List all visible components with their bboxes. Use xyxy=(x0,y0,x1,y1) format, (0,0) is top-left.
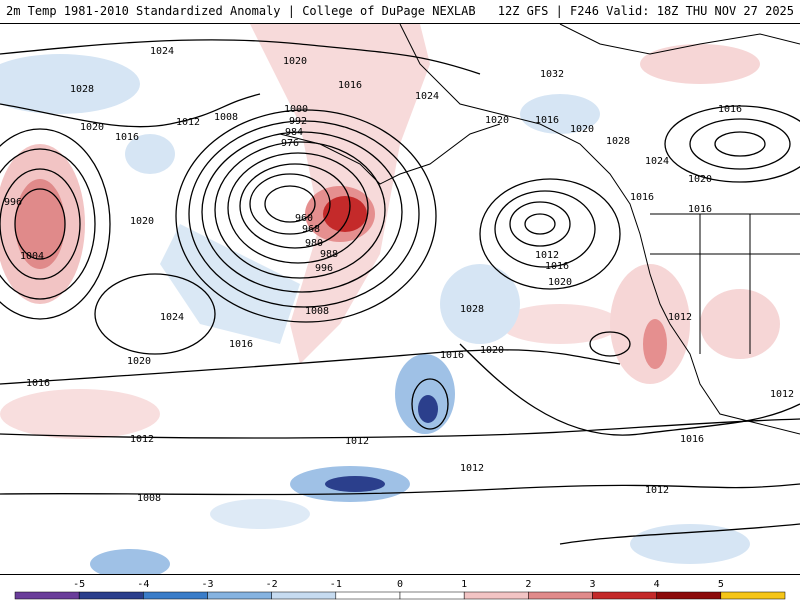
anomaly-map: 1024 1020 1016 1028 1020 1016 1012 1008 … xyxy=(0,24,800,574)
isobar-label: 984 xyxy=(285,127,303,138)
isobar-label: 1016 xyxy=(229,339,253,350)
isobar-label: 1020 xyxy=(80,122,104,133)
color-legend: -5 -4 -3 -2 -1 0 1 2 3 4 5 xyxy=(0,574,800,600)
isobar-label: 1020 xyxy=(688,174,712,185)
legend-tick-label: 5 xyxy=(718,579,724,590)
isobar-label: 1024 xyxy=(160,312,184,323)
isobar-label: 1012 xyxy=(535,250,559,261)
isobar-label: 1020 xyxy=(127,356,151,367)
isobar-label: 1012 xyxy=(668,312,692,323)
isobar-label: 988 xyxy=(320,249,338,260)
isobar-label: 1016 xyxy=(115,132,139,143)
isobar-label: 1008 xyxy=(214,112,238,123)
isobar-label: 1020 xyxy=(283,56,307,67)
isobar-label: 968 xyxy=(302,224,320,235)
isobar-label: 1024 xyxy=(645,156,669,167)
legend-tick-label: -2 xyxy=(266,579,278,590)
legend-tick-label: -4 xyxy=(137,579,149,590)
isobar-label: 1016 xyxy=(440,350,464,361)
legend-swatch xyxy=(528,591,593,600)
coastlines xyxy=(279,24,800,435)
legend-tick-label: 2 xyxy=(525,579,531,590)
map-title: 2m Temp 1981-2010 Standardized Anomaly |… xyxy=(6,4,476,18)
legend-swatch xyxy=(463,591,529,600)
legend-swatch xyxy=(335,591,401,600)
isobar-label: 992 xyxy=(289,116,307,127)
map-canvas: 1024 1020 1016 1028 1020 1016 1012 1008 … xyxy=(0,24,800,574)
legend-swatch xyxy=(399,591,465,600)
legend-tick-label: 4 xyxy=(654,579,660,590)
isobar-label: 1016 xyxy=(338,80,362,91)
legend-tick-label: 0 xyxy=(397,579,403,590)
legend-tick-label: -3 xyxy=(201,579,213,590)
legend-swatch xyxy=(720,591,786,600)
isobar-label: 1020 xyxy=(548,277,572,288)
isobar-label: 976 xyxy=(281,138,299,149)
isobar-label: 1012 xyxy=(460,463,484,474)
isobar-label: 1020 xyxy=(480,345,504,356)
legend-swatch xyxy=(656,591,722,600)
legend-swatch xyxy=(207,591,272,600)
isobar-label: 1012 xyxy=(345,436,369,447)
isobar-label: 1016 xyxy=(680,434,704,445)
isobar-label: 1016 xyxy=(535,115,559,126)
legend-tick-label: -5 xyxy=(73,579,85,590)
legend-tick-label: 3 xyxy=(589,579,595,590)
isobar-label: 1020 xyxy=(570,124,594,135)
isobar-label: 1024 xyxy=(415,91,439,102)
isobar-label: 1000 xyxy=(284,104,308,115)
isobar-label: 1024 xyxy=(150,46,174,57)
isobar-label: 1028 xyxy=(606,136,630,147)
legend-swatch xyxy=(592,591,657,600)
isobar-label: 1012 xyxy=(176,117,200,128)
isobar-label: 1016 xyxy=(718,104,742,115)
isobar-label: 1012 xyxy=(645,485,669,496)
isobar-labels: 1024 1020 1016 1028 1020 1016 1012 1008 … xyxy=(4,46,794,504)
isobar-label: 1028 xyxy=(70,84,94,95)
isobar-label: 1028 xyxy=(460,304,484,315)
legend-swatch xyxy=(143,591,208,600)
isobar-label: 996 xyxy=(315,263,333,274)
model-run-info: 12Z GFS | F246 Valid: 18Z THU NOV 27 202… xyxy=(497,4,794,18)
isobar-label: 996 xyxy=(4,197,22,208)
isobar-label: 1020 xyxy=(485,115,509,126)
isobar-label: 1032 xyxy=(540,69,564,80)
legend-tick-label: 1 xyxy=(461,579,467,590)
isobar-label: 960 xyxy=(295,213,313,224)
isobar-label: 1016 xyxy=(26,378,50,389)
isobar-label: 1008 xyxy=(137,493,161,504)
isobar-label: 1008 xyxy=(305,306,329,317)
isobar-label: 1004 xyxy=(20,251,44,262)
isobar-label: 980 xyxy=(305,238,323,249)
isobar-label: 1012 xyxy=(770,389,794,400)
legend-swatch xyxy=(271,591,337,600)
isobar-label: 1016 xyxy=(688,204,712,215)
isobars xyxy=(0,39,800,545)
map-header: 2m Temp 1981-2010 Standardized Anomaly |… xyxy=(0,0,800,24)
cold-anomaly-shading xyxy=(0,54,750,574)
isobar-label: 1016 xyxy=(545,261,569,272)
legend-swatch xyxy=(78,591,144,600)
isobar-label: 1020 xyxy=(130,216,154,227)
legend-tick-label: -1 xyxy=(330,579,342,590)
isobar-label: 1012 xyxy=(130,434,154,445)
isobar-label: 1016 xyxy=(630,192,654,203)
legend-swatch xyxy=(14,591,80,600)
warm-anomaly-shading xyxy=(0,24,780,439)
legend-canvas: -5 -4 -3 -2 -1 0 1 2 3 4 5 xyxy=(14,579,786,600)
